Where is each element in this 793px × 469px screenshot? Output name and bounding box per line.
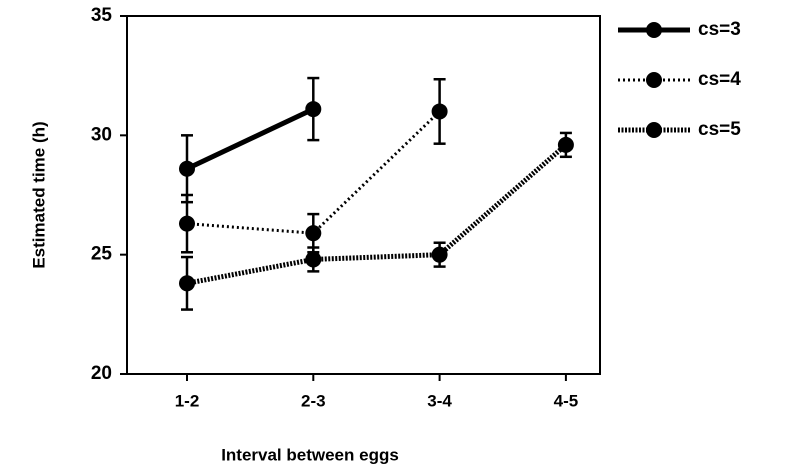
y-axis-label: Estimated time (h) (29, 121, 48, 268)
y-tick-label: 30 (91, 124, 112, 145)
series-line (185, 106, 315, 172)
legend-label: cs=4 (698, 69, 741, 90)
legend-label: cs=3 (698, 19, 741, 40)
series-line (186, 142, 568, 286)
y-tick-label: 35 (91, 5, 113, 26)
x-tick-label: 3-4 (427, 391, 452, 410)
x-axis-label: Interval between eggs (221, 445, 399, 464)
x-tick-label: 4-5 (554, 391, 579, 410)
data-point (179, 275, 195, 292)
x-tick-label: 2-3 (301, 391, 326, 410)
data-point (305, 225, 322, 242)
y-tick-label: 20 (91, 363, 112, 384)
legend-marker (646, 122, 662, 138)
x-tick-label: 1-2 (175, 391, 200, 410)
data-point (179, 215, 195, 232)
data-point (305, 251, 322, 268)
data-point (431, 246, 448, 263)
legend-label: cs=5 (698, 119, 741, 140)
data-point (431, 103, 448, 120)
data-point (179, 160, 195, 177)
legend-marker (646, 72, 662, 88)
data-point (305, 101, 322, 118)
legend-marker (646, 22, 662, 38)
data-point (557, 136, 574, 153)
y-tick-label: 25 (91, 244, 113, 265)
plot-frame (126, 15, 601, 375)
